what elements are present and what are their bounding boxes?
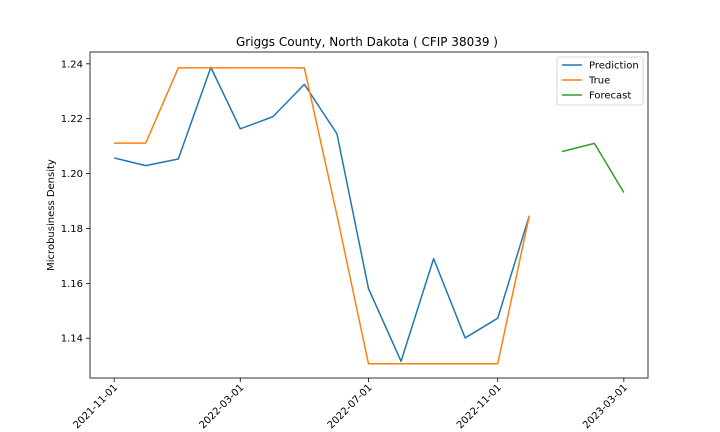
series-line-true	[114, 67, 530, 365]
x-tick-label: 2022-03-01	[198, 382, 247, 431]
legend-label: Forecast	[589, 91, 631, 102]
y-axis-label: Microbusiness Density	[46, 159, 57, 271]
y-tick-label: 1.16	[61, 279, 83, 290]
x-tick-label: 2021-11-01	[71, 382, 120, 431]
y-tick-label: 1.14	[61, 334, 83, 345]
x-axis: 2021-11-01 2022-03-01 2022-07-01 2022-11-01…	[71, 378, 630, 431]
series-line-prediction	[113, 66, 530, 363]
x-tick-label: 2022-07-01	[326, 382, 375, 431]
legend-label: True	[588, 76, 610, 87]
x-tick-label: 2022-11-01	[455, 382, 504, 431]
legend: Prediction True Forecast	[556, 56, 644, 106]
plot-area	[89, 51, 649, 379]
y-tick-label: 1.22	[61, 114, 83, 125]
y-tick-label: 1.18	[61, 224, 83, 235]
series-line-forecast	[561, 142, 625, 193]
y-tick-label: 1.24	[61, 59, 83, 70]
legend-label: Prediction	[589, 61, 639, 72]
legend-box	[556, 56, 644, 106]
y-tick-label: 1.20	[61, 169, 83, 180]
chart-title: Griggs County, North Dakota ( CFIP 38039…	[236, 35, 498, 49]
y-axis: 1.14 1.16 1.18 1.20 1.22 1.24	[61, 59, 90, 345]
plot-lines	[113, 66, 625, 365]
x-tick-label: 2023-03-01	[581, 382, 630, 431]
